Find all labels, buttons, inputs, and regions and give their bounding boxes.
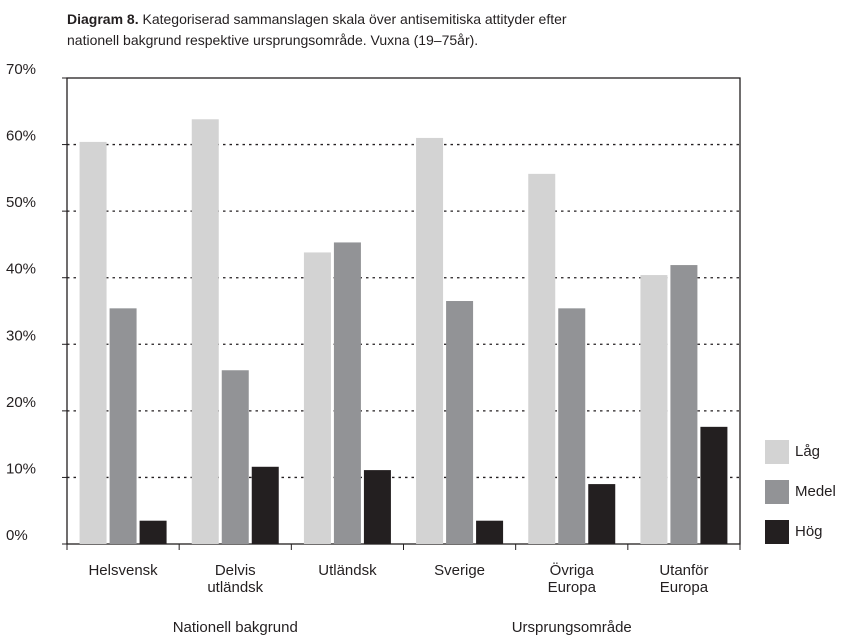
legend-swatch — [765, 480, 789, 504]
bar — [446, 301, 474, 544]
bar — [416, 137, 444, 544]
x-tick-label: Utländsk — [318, 562, 377, 579]
legend-label: Hög — [795, 523, 823, 540]
y-tick-label: 10% — [6, 460, 36, 477]
bar — [528, 173, 556, 544]
bar — [221, 370, 249, 544]
bar — [640, 275, 668, 544]
y-tick-label: 30% — [6, 327, 36, 344]
legend-swatch — [765, 440, 789, 464]
bar — [303, 252, 331, 544]
x-tick-line: Europa — [548, 579, 597, 596]
plot-frame — [66, 77, 741, 545]
x-tick-line: Delvis — [215, 562, 256, 579]
title-text: nationell bakgrund respektive ursprungso… — [67, 32, 478, 48]
x-tick-line: Övriga — [550, 561, 595, 579]
bar — [79, 141, 107, 544]
bar — [476, 520, 504, 544]
group-label: Ursprungsområde — [512, 619, 632, 636]
legend-label: Medel — [795, 483, 836, 500]
legend-swatch — [765, 520, 789, 544]
title-text: Kategoriserad sammanslagen skala över an… — [139, 11, 567, 27]
bar — [558, 308, 586, 544]
chart-title: Diagram 8. Kategoriserad sammanslagen sk… — [67, 11, 567, 48]
bar — [109, 308, 137, 544]
x-tick-label: Övriga Europa — [548, 561, 597, 596]
group-label: Nationell bakgrund — [173, 619, 298, 636]
y-tick-label: 70% — [6, 61, 36, 78]
title-prefix: Diagram 8. — [67, 11, 139, 27]
y-tick-label: 20% — [6, 394, 36, 411]
x-tick-label: Helsvensk — [88, 562, 158, 579]
bar — [700, 426, 728, 544]
y-tick-label: 0% — [6, 527, 28, 544]
bar — [191, 119, 219, 544]
bar — [139, 520, 167, 544]
x-tick-line: utländsk — [207, 579, 263, 596]
y-tick-label: 40% — [6, 261, 36, 278]
x-tick-label: Utanför Europa — [659, 562, 708, 596]
bar — [670, 265, 698, 544]
x-tick-label: Delvis utländsk — [207, 562, 263, 596]
bar — [363, 470, 391, 544]
y-tick-label: 60% — [6, 128, 36, 145]
bar — [251, 466, 279, 544]
x-tick-line: Utanför — [659, 562, 708, 579]
y-tick-label: 50% — [6, 194, 36, 211]
legend-label: Låg — [795, 443, 820, 460]
x-tick-label: Sverige — [434, 562, 485, 579]
bar — [333, 242, 361, 544]
bar — [588, 484, 616, 544]
x-tick-line: Europa — [660, 579, 709, 596]
